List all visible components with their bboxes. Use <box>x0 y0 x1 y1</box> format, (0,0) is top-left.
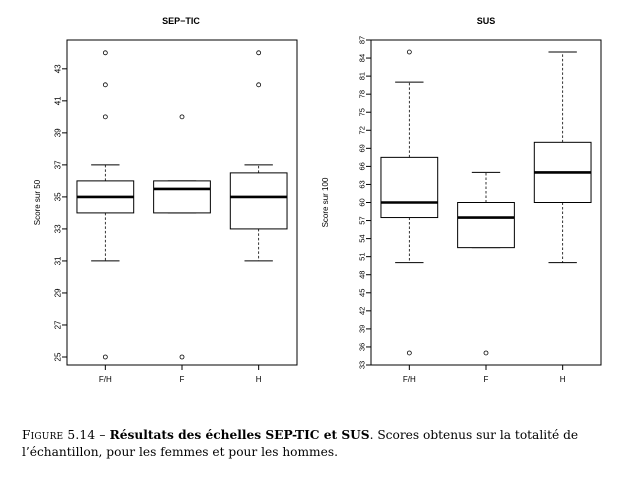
figure-caption: Figure 5.14 – Résultats des échelles SEP… <box>22 427 614 461</box>
box-f <box>153 114 211 360</box>
y-tick-label: 37 <box>54 160 63 169</box>
outlier-point <box>102 50 108 56</box>
outlier-point <box>406 49 412 55</box>
box-iqr <box>229 172 288 230</box>
y-tick-label: 66 <box>358 162 367 170</box>
x-tick-label: F <box>180 375 185 384</box>
box-f <box>457 171 515 356</box>
outlier-point <box>406 350 412 356</box>
outlier-point <box>179 354 185 360</box>
y-tick-label: 78 <box>358 90 367 98</box>
y-tick-label: 87 <box>358 36 367 44</box>
box-iqr <box>457 202 515 249</box>
outlier-point <box>256 50 262 56</box>
y-axis-label: Score sur 50 <box>33 179 42 225</box>
y-tick-label: 31 <box>54 256 63 265</box>
y-tick-label: 48 <box>358 271 367 279</box>
y-tick-label: 57 <box>358 216 367 224</box>
y-tick-label: 41 <box>54 96 63 105</box>
y-tick-label: 81 <box>358 72 367 80</box>
y-tick-label: 27 <box>54 320 63 329</box>
y-tick-label: 39 <box>54 128 63 137</box>
y-tick-label: 84 <box>358 54 367 62</box>
box-iqr <box>380 156 439 219</box>
outlier-point <box>102 114 108 120</box>
y-tick-label: 35 <box>54 192 63 201</box>
outlier-point <box>102 354 108 360</box>
y-tick-label: 54 <box>358 234 367 242</box>
box-f-h <box>380 49 439 356</box>
boxplot-svg: SEP−TIC Score sur 50 25 27 29 31 33 35 37 39 41 43 F… <box>33 16 602 384</box>
box-iqr <box>153 180 211 214</box>
x-tick-label: H <box>560 375 566 384</box>
x-tick-label: F/H <box>99 375 112 384</box>
x-tick-label: F <box>484 375 489 384</box>
y-tick-label: 69 <box>358 144 367 152</box>
box-h <box>533 51 592 264</box>
caption-title: Résultats des échelles SEP-TIC et SUS <box>109 428 370 442</box>
y-tick-label: 36 <box>358 343 367 351</box>
y-tick-label: 75 <box>358 108 367 116</box>
x-tick-label: F/H <box>403 375 416 384</box>
y-tick-label: 42 <box>358 307 367 315</box>
y-tick-label: 60 <box>358 198 367 206</box>
outlier-point <box>483 350 489 356</box>
boxplot-panel-1: SEP−TIC Score sur 50 25 27 29 31 33 35 37 39 41 43 F… <box>33 16 298 384</box>
boxplot-figure: SEP−TIC Score sur 50 25 27 29 31 33 35 37 39 41 43 F… <box>33 16 602 384</box>
caption-text: . Scores obtenus sur la totalité de l’éc… <box>22 428 579 459</box>
y-tick-label: 51 <box>358 252 367 260</box>
y-tick-label: 33 <box>358 361 367 369</box>
boxplot-panel-2: SUS Score sur 100 33 36 39 42 45 48 51 54 57 60 63 66… <box>321 16 602 384</box>
outlier-point <box>256 82 262 88</box>
y-tick-label: 45 <box>358 289 367 297</box>
y-tick-label: 63 <box>358 180 367 188</box>
y-tick-label: 43 <box>54 64 63 73</box>
y-axis-label: Score sur 100 <box>321 177 330 227</box>
chart-title: SUS <box>477 16 496 26</box>
x-tick-label: H <box>256 375 262 384</box>
outlier-point <box>102 82 108 88</box>
y-tick-label: 72 <box>358 126 367 134</box>
y-tick-label: 39 <box>358 325 367 333</box>
outlier-point <box>179 114 185 120</box>
box-h <box>229 50 288 262</box>
caption-label: Figure 5.14 – <box>22 428 106 442</box>
y-tick-label: 33 <box>54 224 63 233</box>
y-tick-label: 29 <box>54 288 63 297</box>
chart-title: SEP−TIC <box>162 16 200 26</box>
box-f-h <box>76 50 135 360</box>
y-tick-label: 25 <box>54 352 63 361</box>
